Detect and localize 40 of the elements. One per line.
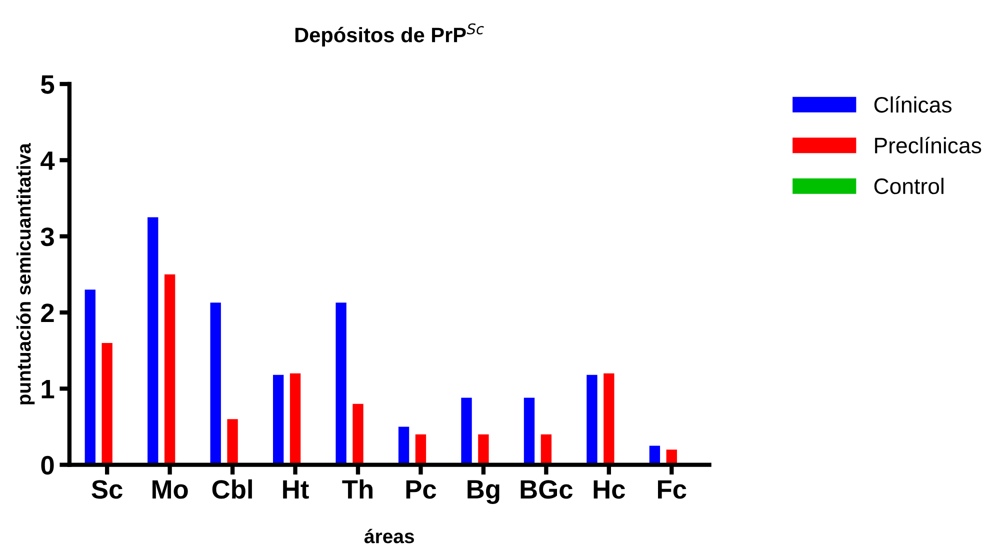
legend-label: Control bbox=[874, 178, 944, 194]
x-tick-label: Hc bbox=[594, 480, 626, 499]
y-axis-title: puntuación semicuantitativa bbox=[16, 142, 35, 404]
x-tick-label: Fc bbox=[658, 480, 686, 499]
y-tick-label: 5 bbox=[40, 75, 54, 94]
x-tick-label: BGc bbox=[520, 480, 573, 499]
x-tick-label: Bg bbox=[468, 480, 500, 504]
bar bbox=[586, 374, 598, 465]
x-tick-label: Mo bbox=[152, 480, 188, 499]
x-axis-title: áreas bbox=[364, 528, 414, 544]
x-tick-label: Sc bbox=[92, 480, 122, 499]
legend-label: Clínicas bbox=[874, 96, 952, 113]
bar bbox=[272, 374, 284, 465]
bar bbox=[336, 302, 346, 465]
x-tick-label: Ht bbox=[283, 480, 309, 499]
bar bbox=[148, 217, 158, 465]
y-tick-label: 1 bbox=[42, 380, 54, 398]
y-tick-label: 4 bbox=[40, 152, 55, 170]
bar bbox=[352, 404, 364, 465]
chart-title: Depósitos de PrP$^{Sc}$ bbox=[295, 23, 484, 46]
bar bbox=[210, 302, 221, 465]
bar bbox=[461, 398, 472, 465]
x-tick-label: Cbl bbox=[212, 479, 252, 499]
bar bbox=[540, 434, 552, 465]
bar bbox=[290, 373, 301, 465]
bar bbox=[102, 342, 112, 465]
bar bbox=[398, 426, 410, 465]
y-tick-label: 0 bbox=[41, 456, 54, 475]
y-tick-label: 2 bbox=[41, 304, 54, 322]
bar bbox=[415, 434, 426, 465]
x-tick-label: Pc bbox=[406, 480, 436, 499]
x-tick-label: Th bbox=[342, 479, 372, 499]
bar bbox=[478, 434, 489, 465]
bar bbox=[524, 398, 535, 465]
bar bbox=[164, 274, 176, 465]
y-tick-label: 3 bbox=[40, 227, 54, 246]
bar bbox=[84, 290, 96, 465]
legend-label: Preclínicas bbox=[875, 136, 982, 154]
bar bbox=[227, 419, 238, 465]
bar bbox=[604, 373, 614, 465]
